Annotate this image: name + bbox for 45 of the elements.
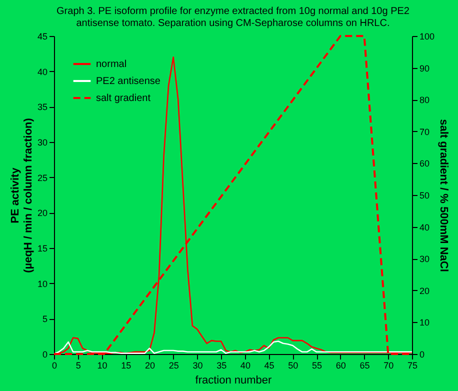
- y-tick-label: 45: [37, 32, 48, 42]
- x-tick-label: 35: [216, 360, 227, 370]
- y2-tick-label: 20: [420, 286, 430, 296]
- x-tick-label: 25: [168, 360, 179, 370]
- y-tick-label: 10: [37, 278, 48, 289]
- y2-tick-label: 80: [420, 95, 430, 106]
- legend-label: salt gradient: [96, 93, 151, 104]
- y-tick-label: 15: [37, 244, 48, 254]
- x-axis-title: fraction number: [195, 374, 272, 386]
- x-tick-label: 65: [360, 360, 370, 370]
- x-tick-label: 60: [336, 360, 346, 370]
- x-tick-label: 50: [288, 360, 298, 370]
- x-tick-label: 55: [312, 360, 322, 370]
- x-tick-label: 10: [97, 360, 108, 370]
- x-tick-label: 15: [121, 360, 132, 370]
- y2-tick-label: 40: [420, 222, 430, 232]
- legend-label: normal: [96, 59, 127, 70]
- x-tick-label: 0: [52, 360, 58, 370]
- y-tick-label: 35: [37, 102, 48, 112]
- y-tick-label: 30: [37, 138, 48, 148]
- text: Graph 3. PE isoform profile for enzyme extracted from 10g normal and 10g PE2: [56, 6, 410, 17]
- y-tick-label: 5: [42, 314, 48, 324]
- y2-tick-label: 0: [420, 350, 425, 360]
- x-tick-label: 70: [384, 360, 394, 370]
- x-tick-label: 20: [144, 360, 155, 370]
- y2-tick-label: 100: [420, 32, 435, 42]
- x-tick-label: 45: [264, 360, 274, 370]
- y2-tick-label: 90: [420, 63, 430, 74]
- y-tick-label: 25: [37, 172, 48, 183]
- y2-tick-label: 50: [420, 190, 430, 200]
- y-axis-title: PE activity (µeqH / min / column fraction): [9, 118, 34, 273]
- y2-tick-label: 70: [420, 126, 430, 137]
- legend-label: PE2 antisense: [96, 76, 161, 87]
- y-tick-label: 40: [37, 66, 48, 77]
- x-tick-label: 5: [76, 360, 81, 370]
- text: antisense tomato. Separation using CM-Sepharose columns on HRLC.: [76, 18, 390, 29]
- y2-tick-label: 60: [420, 158, 430, 169]
- y-tick-label: 20: [37, 208, 48, 218]
- y2-tick-label: 10: [420, 318, 430, 328]
- y2-tick-label: 30: [420, 254, 430, 264]
- x-tick-label: 30: [192, 360, 203, 370]
- x-tick-label: 40: [240, 360, 250, 370]
- y2-axis-title: salt gradient / % 500mM NaCl: [438, 119, 450, 272]
- y-tick-label: 0: [42, 350, 48, 360]
- x-tick-label: 75: [407, 360, 418, 370]
